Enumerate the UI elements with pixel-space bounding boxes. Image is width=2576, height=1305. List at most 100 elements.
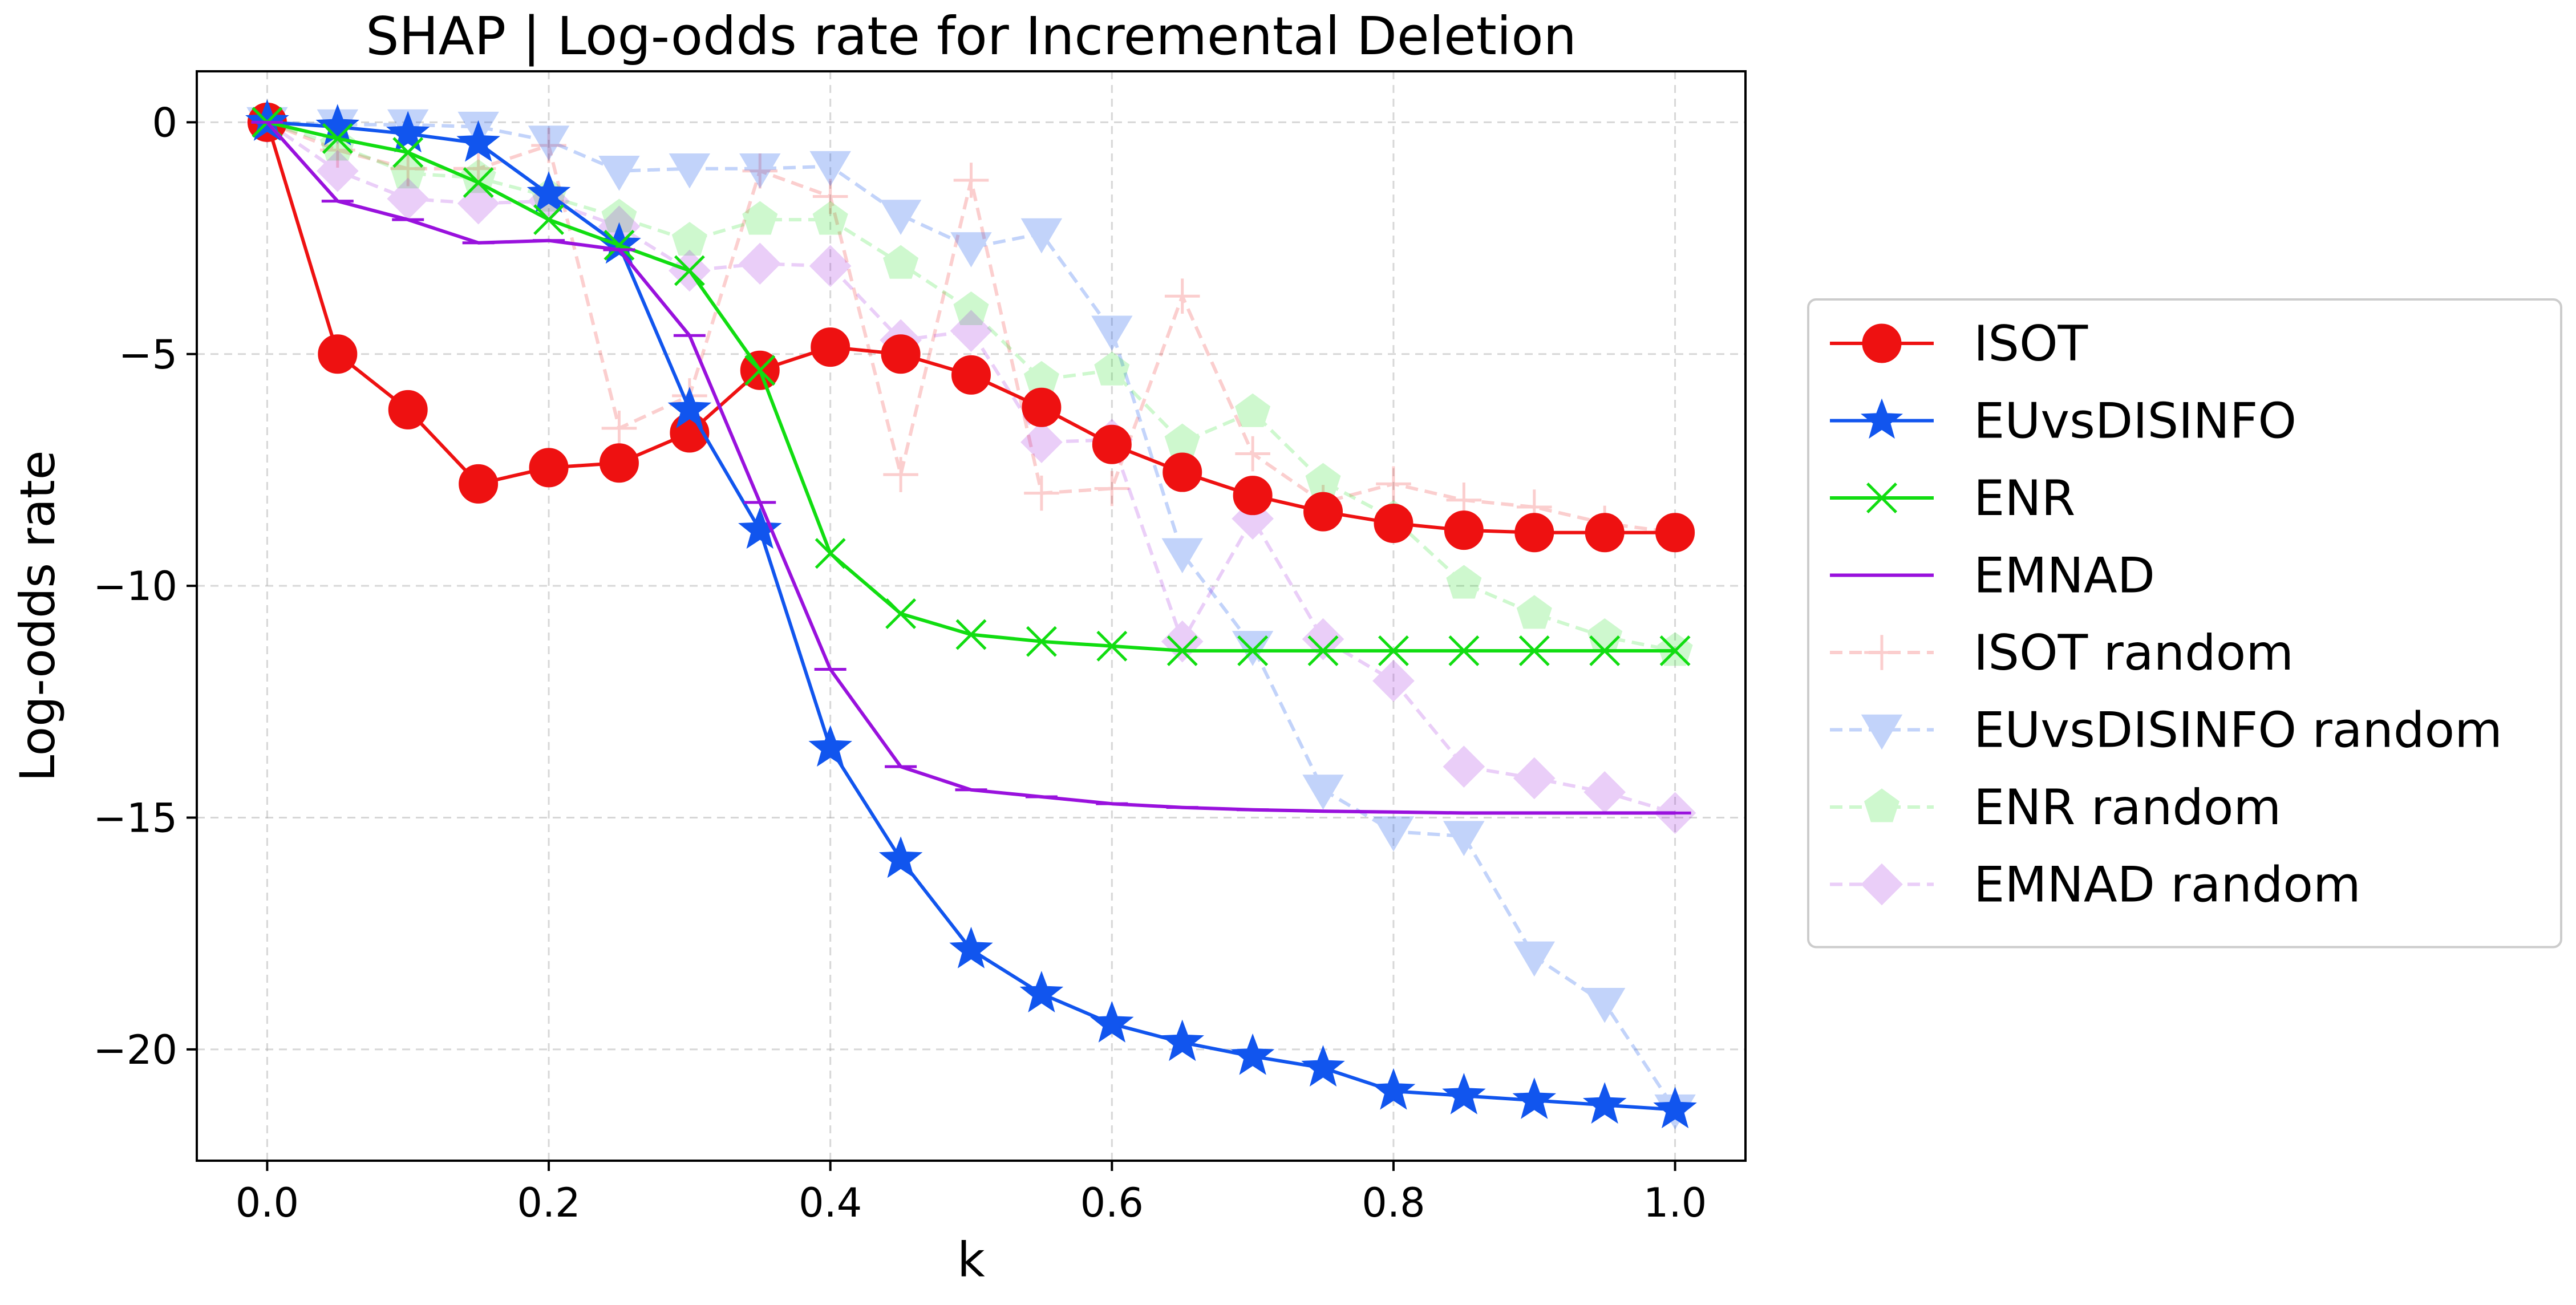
data-point-enr-random — [671, 222, 707, 256]
data-point-emnad-random — [1513, 757, 1556, 800]
x-tick-label: 0.0 — [236, 1180, 299, 1226]
data-point-isot — [951, 355, 991, 395]
legend-marker-enr — [1866, 483, 1897, 513]
data-point-isot — [1233, 476, 1273, 516]
series-layer — [245, 99, 1697, 1130]
data-point-isot-random — [1024, 475, 1059, 511]
data-point-isot-random — [1376, 466, 1411, 502]
data-point-euvsdisinfo-random — [739, 153, 781, 189]
y-tick-label: −20 — [93, 1027, 177, 1073]
legend-label-euvsdisinfo: EUvsDISINFO — [1974, 393, 2296, 450]
legend-marker-isot — [1862, 323, 1902, 363]
data-point-euvsdisinfo-random — [528, 125, 570, 161]
data-point-enr — [1448, 635, 1480, 666]
legend-label-emnad: EMNAD — [1974, 548, 2155, 605]
legend-entry-isot-random — [1830, 635, 1934, 670]
x-tick-label: 1.0 — [1643, 1180, 1707, 1226]
data-point-euvsdisinfo — [1512, 1077, 1557, 1119]
legend-marker-euvsdisinfo — [1860, 398, 1903, 439]
data-point-enr — [885, 598, 917, 629]
data-point-euvsdisinfo-random — [598, 156, 640, 191]
series-line-euvsdisinfo — [267, 120, 1675, 1112]
data-point-enr-random — [1235, 393, 1271, 427]
data-point-emnad-random — [809, 245, 852, 287]
data-point-euvsdisinfo-random — [1091, 315, 1133, 351]
data-point-enr-random — [1305, 463, 1341, 497]
y-axis-title: Log-odds rate — [10, 450, 66, 781]
data-point-enr-random — [883, 245, 919, 279]
data-point-enr — [1589, 635, 1621, 666]
data-point-euvsdisinfo — [1301, 1045, 1345, 1087]
data-point-isot-random — [1094, 471, 1130, 506]
data-point-emnad-random — [1372, 659, 1415, 702]
legend-label-isot-random: ISOT random — [1974, 625, 2294, 682]
grid — [197, 71, 1745, 1161]
data-point-isot — [1514, 513, 1554, 553]
series-emnad — [251, 120, 1691, 815]
data-point-isot — [881, 334, 921, 374]
data-point-isot-random — [883, 457, 918, 492]
data-point-euvsdisinfo — [878, 836, 923, 878]
data-point-enr — [463, 167, 494, 198]
data-point-euvsdisinfo — [1371, 1068, 1416, 1110]
y-tick-label: −15 — [93, 795, 177, 842]
legend-marker-emnad-random — [1861, 863, 1903, 906]
legend-entry-euvsdisinfo — [1830, 398, 1934, 439]
data-point-euvsdisinfo — [808, 725, 852, 767]
data-point-euvsdisinfo — [1582, 1082, 1627, 1124]
data-point-euvsdisinfo-random — [1443, 821, 1485, 856]
data-point-isot — [388, 390, 428, 429]
y-tick-label: −10 — [93, 563, 177, 610]
x-tick-label: 0.4 — [799, 1180, 862, 1226]
x-tick-label: 0.2 — [517, 1180, 580, 1226]
x-tick-label: 0.6 — [1080, 1180, 1144, 1226]
data-point-euvsdisinfo-random — [880, 200, 922, 235]
data-point-euvsdisinfo — [1090, 1001, 1134, 1043]
data-point-emnad-random — [387, 177, 430, 220]
data-point-enr — [955, 619, 987, 650]
data-point-enr — [744, 355, 776, 386]
data-point-isot-random — [953, 163, 989, 198]
data-point-euvsdisinfo — [1230, 1033, 1275, 1075]
legend-marker-enr-random — [1864, 788, 1900, 822]
legend-box — [1807, 298, 2562, 949]
legend-label-emnad-random: EMNAD random — [1974, 857, 2361, 914]
data-point-enr — [533, 204, 565, 236]
data-point-enr-random — [742, 201, 778, 235]
data-point-isot-random — [1235, 436, 1270, 472]
data-point-euvsdisinfo-random — [669, 153, 711, 189]
legend-entry-emnad-random — [1830, 863, 1934, 906]
legend: ISOT EUvsDISINFO ENR EMNAD ISOT random EUvsDI… — [1807, 298, 2562, 949]
data-point-isot-random — [601, 411, 637, 446]
data-point-isot — [318, 334, 358, 374]
data-point-enr — [1659, 635, 1691, 666]
data-point-isot-random — [742, 153, 778, 189]
legend-entry-isot — [1830, 323, 1934, 363]
series-euvsdisinfo-random — [246, 107, 1696, 1130]
legend-label-isot: ISOT — [1974, 315, 2088, 372]
data-point-isot — [1655, 513, 1695, 553]
legend-entry-euvsdisinfo-random — [1830, 714, 1934, 750]
data-point-enr — [1026, 626, 1057, 657]
legend-entry-enr — [1830, 483, 1934, 513]
data-point-enr — [1237, 635, 1269, 666]
data-point-euvsdisinfo — [1442, 1073, 1486, 1114]
plot-area-frame — [196, 70, 1747, 1162]
data-point-euvsdisinfo-random — [1020, 218, 1063, 254]
data-point-enr — [322, 123, 353, 154]
data-point-isot-random — [1164, 278, 1200, 314]
data-point-isot-random — [390, 151, 426, 187]
data-point-enr — [392, 137, 424, 168]
data-point-enr — [1307, 635, 1339, 666]
data-point-euvsdisinfo — [526, 171, 571, 213]
legend-marker-euvsdisinfo-random — [1861, 714, 1903, 750]
data-point-euvsdisinfo — [386, 111, 430, 153]
data-point-emnad-random — [1302, 618, 1344, 660]
data-point-emnad-random — [1161, 620, 1204, 663]
series-line-enr-random — [266, 120, 1676, 653]
data-point-isot — [1444, 510, 1484, 550]
data-point-enr — [815, 538, 846, 569]
legend-label-enr-random: ENR random — [1974, 779, 2281, 836]
